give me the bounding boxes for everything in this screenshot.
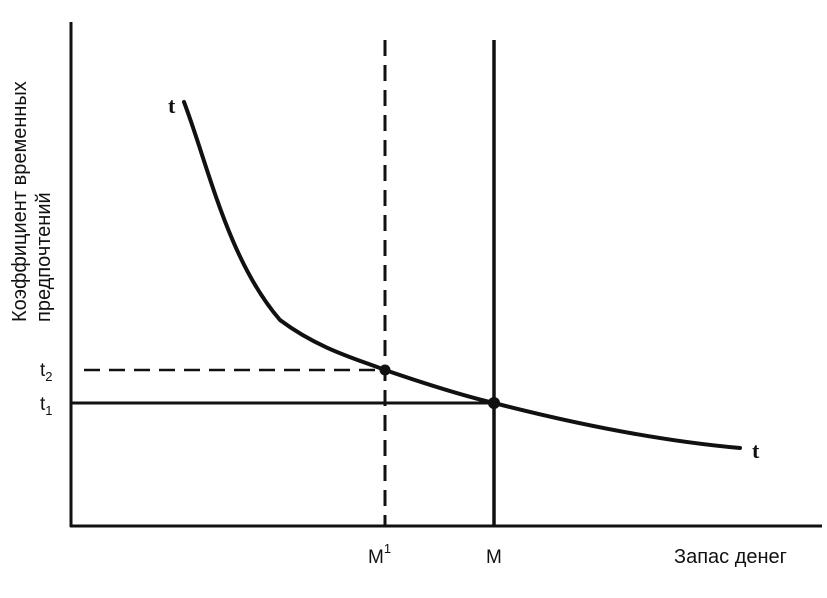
time-preference-curve <box>182 100 742 450</box>
y-tick-t1: t1 <box>40 394 53 418</box>
x-tick-m1-sup: 1 <box>384 541 391 556</box>
curve-label-end: t <box>752 438 760 463</box>
y-axis-label-line1: Коэффициент временных <box>9 81 31 322</box>
point-m-t1 <box>488 397 500 409</box>
y-tick-t1-sub: 1 <box>45 403 52 418</box>
x-axis-label: Запас денег <box>674 546 787 568</box>
x-tick-m1-base: M <box>368 547 384 568</box>
y-tick-t1-base: t <box>40 394 46 415</box>
x-tick-m: M <box>486 547 502 568</box>
y-tick-t2-base: t <box>40 360 46 381</box>
x-tick-m1: M1 <box>368 541 391 568</box>
curve-label-start: t <box>168 93 176 118</box>
y-tick-t2: t2 <box>40 360 53 384</box>
y-axis-label-line2: предпочтений <box>33 192 55 322</box>
y-tick-t2-sub: 2 <box>45 369 52 384</box>
y-axis-label: Коэффициент временных предпочтений <box>9 81 55 322</box>
point-m1-t2 <box>379 364 391 376</box>
